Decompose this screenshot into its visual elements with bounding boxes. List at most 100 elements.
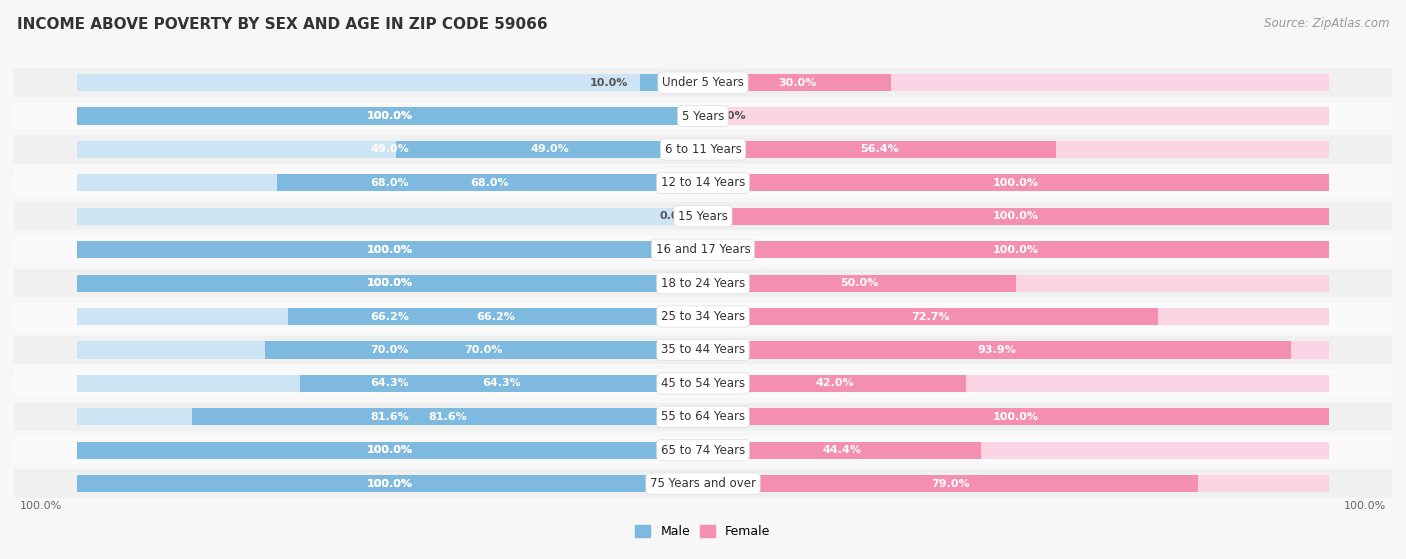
- Text: 30.0%: 30.0%: [778, 78, 815, 88]
- Bar: [14, 369, 1392, 397]
- Text: 100.0%: 100.0%: [993, 245, 1039, 255]
- Text: 100.0%: 100.0%: [367, 278, 413, 288]
- Text: 49.0%: 49.0%: [370, 144, 409, 154]
- Bar: [14, 269, 1392, 297]
- Text: 15 Years: 15 Years: [678, 210, 728, 223]
- Bar: [77, 208, 703, 225]
- Text: 100.0%: 100.0%: [367, 445, 413, 455]
- Text: Under 5 Years: Under 5 Years: [662, 76, 744, 89]
- Bar: [703, 74, 1329, 91]
- Text: 72.7%: 72.7%: [911, 311, 950, 321]
- Text: 81.6%: 81.6%: [427, 412, 467, 422]
- Text: 18 to 24 Years: 18 to 24 Years: [661, 277, 745, 290]
- Text: 49.0%: 49.0%: [530, 144, 569, 154]
- Bar: [77, 475, 703, 492]
- Text: 68.0%: 68.0%: [471, 178, 509, 188]
- Text: 68.0%: 68.0%: [371, 178, 409, 188]
- Text: 81.6%: 81.6%: [370, 412, 409, 422]
- Bar: [77, 74, 703, 91]
- Text: 44.4%: 44.4%: [823, 445, 862, 455]
- Bar: [277, 174, 703, 191]
- Text: 66.2%: 66.2%: [370, 311, 409, 321]
- Text: INCOME ABOVE POVERTY BY SEX AND AGE IN ZIP CODE 59066: INCOME ABOVE POVERTY BY SEX AND AGE IN Z…: [17, 17, 547, 32]
- Bar: [14, 235, 1392, 264]
- Bar: [77, 174, 703, 191]
- Bar: [703, 342, 1329, 358]
- Bar: [77, 308, 703, 325]
- Bar: [703, 342, 1291, 358]
- Bar: [703, 308, 1329, 325]
- Bar: [703, 141, 1056, 158]
- Text: 25 to 34 Years: 25 to 34 Years: [661, 310, 745, 323]
- Bar: [264, 342, 703, 358]
- Bar: [703, 241, 1329, 258]
- Bar: [77, 342, 703, 358]
- Text: 55 to 64 Years: 55 to 64 Years: [661, 410, 745, 423]
- Bar: [77, 442, 703, 459]
- Text: 70.0%: 70.0%: [371, 345, 409, 355]
- Bar: [14, 202, 1392, 230]
- Bar: [14, 169, 1392, 197]
- Bar: [14, 470, 1392, 498]
- Bar: [14, 336, 1392, 364]
- Bar: [301, 375, 703, 392]
- Bar: [703, 408, 1329, 425]
- Bar: [77, 408, 703, 425]
- Text: 70.0%: 70.0%: [464, 345, 503, 355]
- Bar: [14, 102, 1392, 130]
- Bar: [703, 208, 1329, 225]
- Text: 100.0%: 100.0%: [367, 111, 413, 121]
- Bar: [14, 302, 1392, 331]
- Text: 65 to 74 Years: 65 to 74 Years: [661, 444, 745, 457]
- Text: 56.4%: 56.4%: [860, 144, 898, 154]
- Legend: Male, Female: Male, Female: [630, 520, 776, 543]
- Bar: [703, 141, 1329, 158]
- Bar: [288, 308, 703, 325]
- Text: 100.0%: 100.0%: [993, 211, 1039, 221]
- Text: 100.0%: 100.0%: [367, 479, 413, 489]
- Bar: [703, 274, 1017, 292]
- Text: 100.0%: 100.0%: [993, 178, 1039, 188]
- Text: 75 Years and over: 75 Years and over: [650, 477, 756, 490]
- Bar: [703, 442, 1329, 459]
- Text: 5 Years: 5 Years: [682, 110, 724, 122]
- Text: 100.0%: 100.0%: [367, 479, 413, 489]
- Bar: [77, 274, 703, 292]
- Text: 100.0%: 100.0%: [20, 501, 63, 511]
- Bar: [14, 135, 1392, 164]
- Text: 45 to 54 Years: 45 to 54 Years: [661, 377, 745, 390]
- Bar: [77, 107, 703, 125]
- Text: 66.2%: 66.2%: [477, 311, 515, 321]
- Text: 100.0%: 100.0%: [367, 278, 413, 288]
- Text: 12 to 14 Years: 12 to 14 Years: [661, 177, 745, 190]
- Text: 64.3%: 64.3%: [370, 378, 409, 389]
- Text: 100.0%: 100.0%: [367, 445, 413, 455]
- Bar: [77, 442, 703, 459]
- Bar: [396, 141, 703, 158]
- Text: 100.0%: 100.0%: [367, 111, 413, 121]
- Bar: [640, 74, 703, 91]
- Bar: [703, 241, 1329, 258]
- Bar: [193, 408, 703, 425]
- Bar: [14, 436, 1392, 465]
- Text: 0.0%: 0.0%: [659, 211, 690, 221]
- Text: 35 to 44 Years: 35 to 44 Years: [661, 343, 745, 357]
- Bar: [77, 274, 703, 292]
- Text: 0.0%: 0.0%: [716, 111, 747, 121]
- Text: 100.0%: 100.0%: [367, 245, 413, 255]
- Bar: [703, 475, 1198, 492]
- Bar: [703, 174, 1329, 191]
- Text: 50.0%: 50.0%: [841, 278, 879, 288]
- Bar: [703, 74, 891, 91]
- Text: 64.3%: 64.3%: [482, 378, 522, 389]
- Bar: [14, 68, 1392, 97]
- Bar: [77, 141, 703, 158]
- Text: 100.0%: 100.0%: [993, 412, 1039, 422]
- Bar: [703, 375, 966, 392]
- Text: 100.0%: 100.0%: [367, 245, 413, 255]
- Bar: [77, 241, 703, 258]
- Bar: [703, 375, 1329, 392]
- Bar: [703, 107, 1329, 125]
- Bar: [77, 241, 703, 258]
- Text: 100.0%: 100.0%: [1343, 501, 1386, 511]
